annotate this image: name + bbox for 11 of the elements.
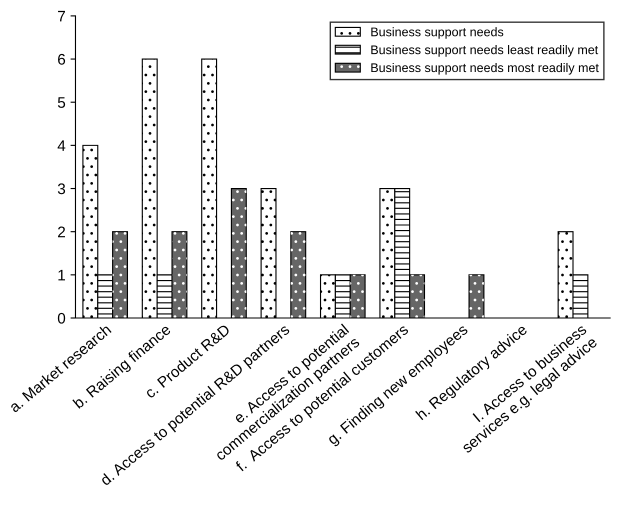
y-tick-label: 7: [58, 10, 65, 22]
y-tick-label: 5: [58, 97, 66, 108]
y-tick-label: 3: [58, 183, 66, 194]
legend-label: Business support needs: [371, 27, 504, 39]
legend-label: Business support needs least readily met: [371, 45, 598, 57]
legend-label: Business support needs most readily met: [371, 62, 599, 75]
y-tick-label: 6: [58, 54, 66, 65]
y-tick-label: 1: [58, 270, 66, 280]
y-tick-label: 2: [58, 226, 65, 238]
y-tick-label: 4: [58, 140, 66, 151]
y-tick-label: 0: [58, 312, 66, 324]
